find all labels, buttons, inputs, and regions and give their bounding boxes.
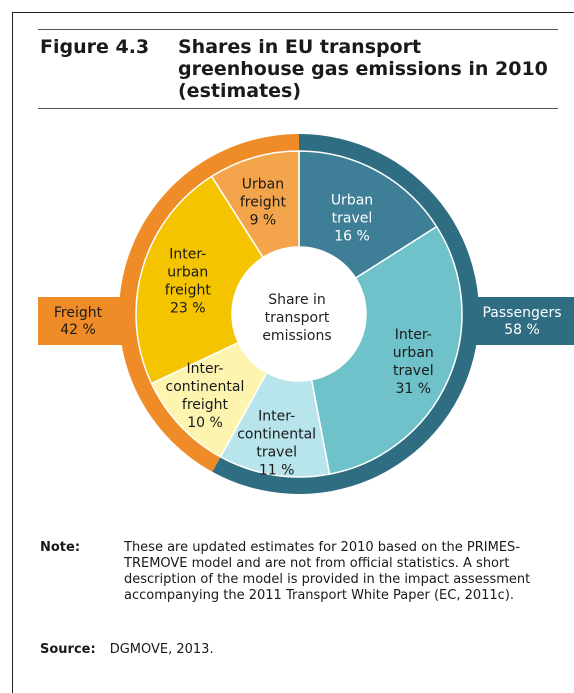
source-label: Source: — [40, 642, 96, 657]
center-hole — [232, 247, 366, 381]
center-label: Share in transport emissions — [262, 292, 331, 344]
outer-slice-freight — [118, 134, 300, 472]
passengers-banner — [472, 297, 574, 345]
source: Source: DGMOVE, 2013. — [40, 642, 214, 657]
freight-label: Freight 42 % — [54, 305, 103, 338]
note-label: Note: — [40, 540, 81, 555]
title-top-rule — [38, 29, 558, 30]
label-intercontinental-travel: Inter-continental travel 11 % — [237, 408, 316, 478]
page-border-top — [12, 12, 574, 13]
figure-title-text: Shares in EU transport greenhouse gas em… — [178, 36, 548, 102]
label-intercontinental-freight: Inter-continental freight 10 % — [166, 361, 245, 431]
label-urban-freight: Urban freight 9 % — [240, 177, 287, 229]
freight-banner — [38, 297, 130, 345]
note-text: These are updated estimates for 2010 bas… — [124, 540, 531, 603]
figure-number: Figure 4.3 — [40, 36, 150, 58]
label-interurban-freight: Inter-urban freight 23 % — [165, 247, 212, 317]
title-bottom-rule — [38, 108, 558, 109]
label-urban-travel: Urban travel 16 % — [331, 193, 373, 245]
page-border-left — [12, 12, 13, 693]
passengers-label: Passengers 58 % — [482, 305, 561, 338]
source-text: DGMOVE, 2013. — [109, 642, 214, 657]
label-interurban-travel: Inter-urban travel 31 % — [393, 327, 434, 397]
